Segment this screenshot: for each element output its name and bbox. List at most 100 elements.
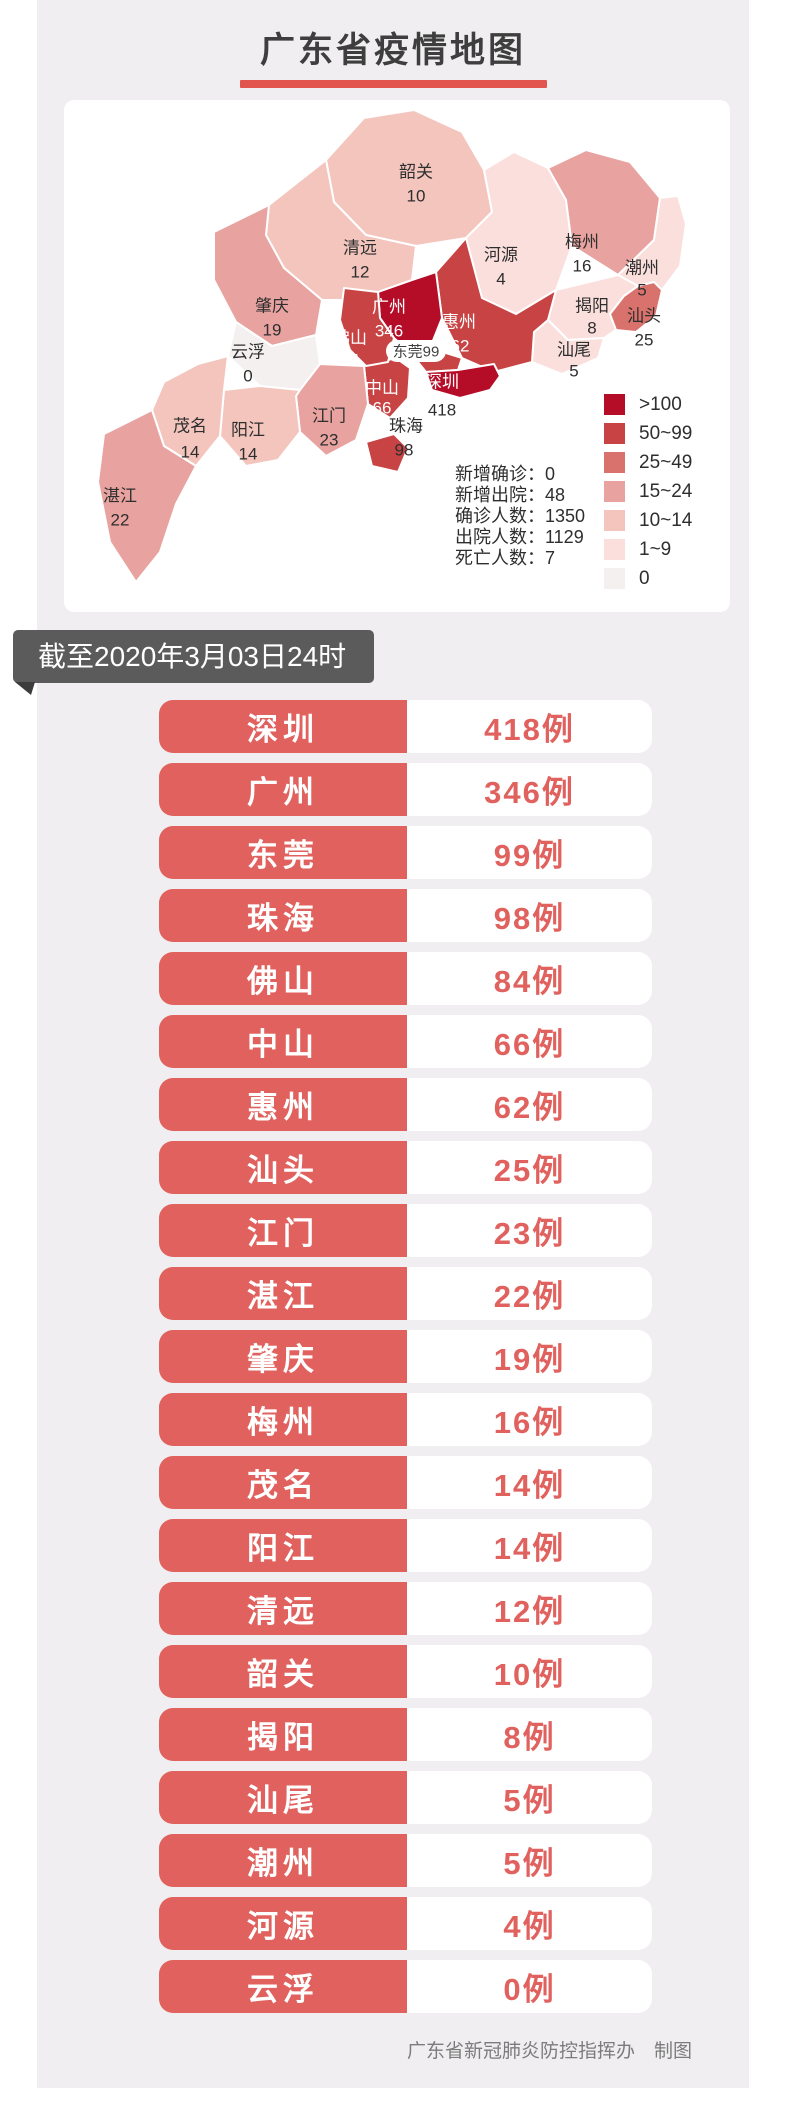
table-row: 江门 23例 [159,1204,652,1257]
table-row: 汕尾 5例 [159,1771,652,1824]
count-cell: 22例 [407,1267,652,1320]
table-row: 珠海 98例 [159,889,652,942]
city-cell: 珠海 [159,889,407,942]
map-card: 韶关 10 清远 12 河源 4 梅州 16 潮州 5 揭阳 8 汕头 25 汕尾 5 惠州 62 广州 346 东莞9… [64,100,730,612]
region-label-foshan: 佛山 [333,329,367,348]
table-row: 韶关 10例 [159,1645,652,1698]
banner-fold-corner [15,682,35,695]
table-row: 东莞 99例 [159,826,652,879]
city-cell: 肇庆 [159,1330,407,1383]
table-row: 肇庆 19例 [159,1330,652,1383]
region-label-maoming: 茂名 [173,417,207,436]
title-underline [239,80,547,88]
count-cell: 25例 [407,1141,652,1194]
region-value-zhanjiang: 22 [111,511,130,530]
legend-label: 0 [639,567,650,589]
header: 广东省疫情地图 [37,22,749,88]
count-cell: 98例 [407,889,652,942]
city-cell: 河源 [159,1897,407,1950]
as-of-date-banner: 截至2020年3月03日24时 [13,630,375,683]
stat-line: 新增出院：48 [455,485,566,505]
count-cell: 4例 [407,1897,652,1950]
legend-swatch [604,568,625,589]
region-zhuhai [365,433,409,473]
city-cell: 中山 [159,1015,407,1068]
region-value-chaozhou: 5 [637,281,646,300]
region-label-yangjiang: 阳江 [231,421,265,440]
legend-swatch [604,394,625,415]
count-cell: 418例 [407,700,652,753]
city-cell: 梅州 [159,1393,407,1446]
legend-item: 25~49 [604,452,692,473]
region-value-yunfu: 0 [243,367,252,386]
city-cell: 韶关 [159,1645,407,1698]
region-label-yunfu: 云浮 [231,343,265,362]
table-row: 梅州 16例 [159,1393,652,1446]
stat-line: 确诊人数：1350 [455,506,586,526]
region-label-pill-dongguan [386,340,446,362]
table-row: 潮州 5例 [159,1834,652,1887]
region-value-guangzhou: 346 [375,322,403,341]
city-cell: 惠州 [159,1078,407,1131]
region-label-zhaoqing: 肇庆 [255,297,289,316]
city-cell: 清远 [159,1582,407,1635]
region-value-meizhou: 16 [573,257,592,276]
region-value-shanwei: 5 [569,362,578,381]
count-cell: 5例 [407,1771,652,1824]
region-value-zhaoqing: 19 [263,321,282,340]
count-cell: 8例 [407,1708,652,1761]
count-cell: 23例 [407,1204,652,1257]
city-cell: 汕头 [159,1141,407,1194]
legend-item: 1~9 [604,539,692,560]
region-label-meizhou: 梅州 [565,233,599,252]
region-label-shaoguan: 韶关 [399,163,433,182]
region-label-zhanjiang: 湛江 [103,487,137,506]
region-shanwei [531,319,605,375]
stat-line: 出院人数：1129 [455,527,584,547]
legend-item: 15~24 [604,481,692,502]
legend-label: >100 [639,393,682,415]
city-cell: 阳江 [159,1519,407,1572]
legend-swatch [604,510,625,531]
legend-label: 1~9 [639,538,672,560]
map-legend: >100 50~99 25~49 15~24 10~14 1~9 0 [604,394,692,597]
table-row: 汕头 25例 [159,1141,652,1194]
count-cell: 19例 [407,1330,652,1383]
region-label-heyuan: 河源 [484,246,518,265]
legend-swatch [604,423,625,444]
region-label-jieyang: 揭阳 [575,297,609,316]
table-row: 河源 4例 [159,1897,652,1950]
count-cell: 14例 [407,1519,652,1572]
table-row: 深圳 418例 [159,700,652,753]
region-yangjiang [219,385,301,467]
city-cell: 汕尾 [159,1771,407,1824]
table-row: 广州 346例 [159,763,652,816]
footer-credit: 广东省新冠肺炎防控指挥办 制图 [406,2041,692,2062]
legend-item: 0 [604,568,692,589]
region-value-huizhou: 62 [451,337,470,356]
table-row: 阳江 14例 [159,1519,652,1572]
count-cell: 12例 [407,1582,652,1635]
count-cell: 5例 [407,1834,652,1887]
region-value-shenzhen: 418 [428,401,456,420]
legend-label: 25~49 [639,451,693,473]
city-cell: 深圳 [159,700,407,753]
city-cell: 茂名 [159,1456,407,1509]
count-cell: 346例 [407,763,652,816]
legend-label: 10~14 [639,509,693,531]
table-row: 清远 12例 [159,1582,652,1635]
region-value-zhongshan: 66 [373,399,392,418]
region-value-heyuan: 4 [496,270,505,289]
legend-swatch [604,539,625,560]
city-cell: 潮州 [159,1834,407,1887]
region-label-qingyuan: 清远 [343,239,377,258]
region-label-shenzhen: 深圳 [425,373,459,392]
table-row: 茂名 14例 [159,1456,652,1509]
region-label-jiangmen: 江门 [312,407,346,426]
legend-label: 15~24 [639,480,693,502]
city-cell: 广州 [159,763,407,816]
city-cell: 云浮 [159,1960,407,2013]
region-label-shantou: 汕头 [627,307,661,326]
region-label-zhongshan: 中山 [365,379,399,398]
region-label-guangzhou: 广州 [372,298,406,317]
